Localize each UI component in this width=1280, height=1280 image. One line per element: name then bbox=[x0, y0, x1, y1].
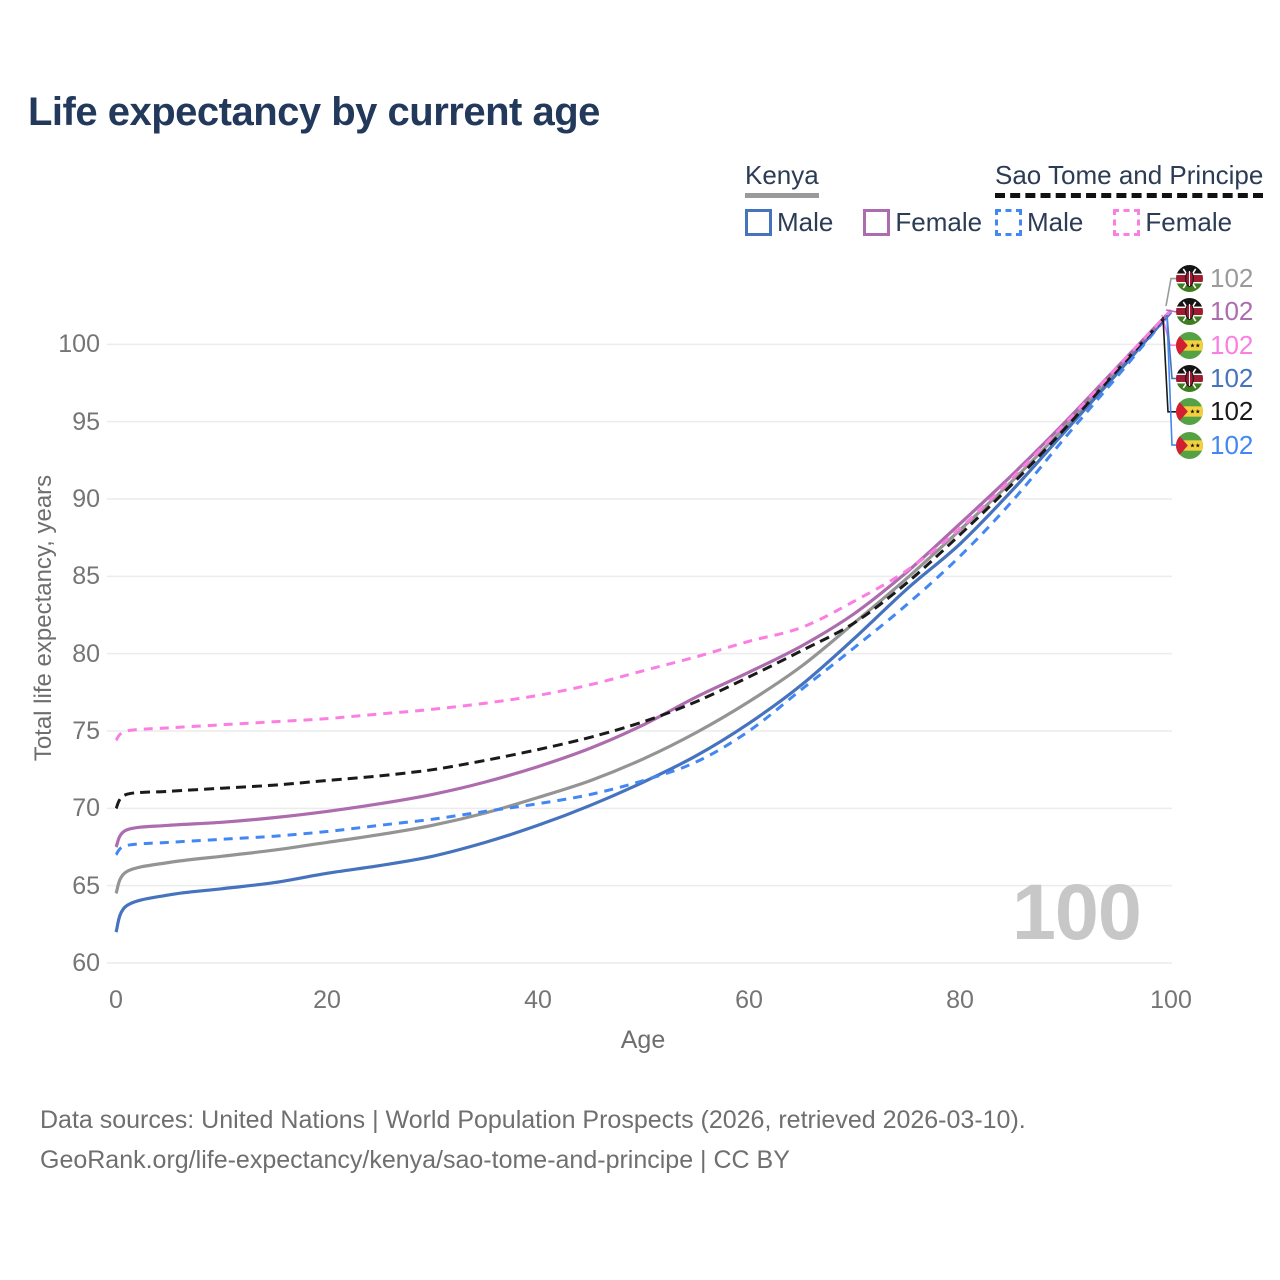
end-value-label: 102 bbox=[1210, 296, 1254, 327]
x-tick-100: 100 bbox=[1150, 986, 1192, 1014]
legend-swatch-icon bbox=[863, 209, 891, 236]
legend-item-sao-tome-and-principe-female[interactable]: Female bbox=[1113, 207, 1232, 238]
legend-item-label: Female bbox=[1145, 207, 1233, 237]
y-tick-85: 85 bbox=[72, 562, 100, 591]
end-label-row: 102 bbox=[1176, 395, 1253, 428]
y-tick-80: 80 bbox=[72, 639, 100, 668]
legend-group-sao-tome-and-principe: Sao Tome and Principe Male Female bbox=[995, 160, 1264, 238]
y-tick-70: 70 bbox=[72, 794, 100, 823]
sao-tome-and-principe-flag-icon bbox=[1176, 398, 1203, 425]
series-end-labels: 102 102 102 102 102 102 bbox=[1176, 262, 1253, 462]
series-line-sao-tome-and-principe-female bbox=[114, 309, 1173, 742]
x-axis-title: Age bbox=[620, 1026, 666, 1054]
leader-line-5 bbox=[1166, 316, 1176, 446]
end-value-label: 102 bbox=[1210, 396, 1254, 427]
y-tick-90: 90 bbox=[72, 484, 100, 513]
end-value-label: 102 bbox=[1210, 363, 1254, 394]
series-line-kenya-male bbox=[114, 310, 1173, 933]
legend-swatch-icon bbox=[745, 209, 772, 236]
y-tick-75: 75 bbox=[72, 716, 100, 745]
series-line-sao-tome-and-principe-male bbox=[114, 310, 1173, 856]
data-sources-text: Data sources: United Nations | World Pop… bbox=[40, 1106, 1026, 1134]
y-tick-95: 95 bbox=[72, 407, 100, 436]
end-label-row: 102 bbox=[1176, 362, 1253, 395]
end-label-row: 102 bbox=[1176, 428, 1253, 461]
x-tick-0: 0 bbox=[109, 986, 123, 1014]
leader-line-0 bbox=[1165, 277, 1176, 307]
page-title: Life expectancy by current age bbox=[28, 90, 600, 134]
kenya-flag-icon bbox=[1176, 298, 1203, 325]
legend-item-kenya-male[interactable]: Male bbox=[745, 207, 833, 238]
legend-group-kenya: Kenya Male Female bbox=[745, 160, 982, 238]
series-line-kenya-female bbox=[114, 309, 1173, 848]
x-tick-80: 80 bbox=[946, 986, 974, 1014]
x-tick-60: 60 bbox=[735, 986, 763, 1014]
series-line-kenya-total bbox=[114, 309, 1173, 895]
series-line-sao-tome-and-principe-total bbox=[114, 309, 1173, 810]
y-tick-100: 100 bbox=[58, 330, 100, 359]
legend-swatch-icon bbox=[995, 209, 1022, 236]
legend-item-sao-tome-and-principe-male[interactable]: Male bbox=[995, 207, 1083, 238]
y-axis-title: Total life expectancy, years bbox=[30, 474, 57, 762]
x-tick-20: 20 bbox=[313, 986, 341, 1014]
sao-tome-and-principe-flag-icon bbox=[1176, 332, 1203, 359]
source-url-text[interactable]: GeoRank.org/life-expectancy/kenya/sao-to… bbox=[40, 1146, 790, 1174]
leader-line-1 bbox=[1165, 309, 1177, 313]
end-value-label: 102 bbox=[1210, 329, 1254, 360]
leader-line-4 bbox=[1162, 316, 1176, 413]
leader-line-3 bbox=[1166, 314, 1176, 380]
sao-tome-and-principe-flag-icon bbox=[1176, 432, 1203, 459]
age-watermark: 100 bbox=[1012, 867, 1142, 956]
end-label-row: 102 bbox=[1176, 262, 1253, 295]
end-label-row: 102 bbox=[1176, 329, 1253, 362]
y-tick-65: 65 bbox=[72, 871, 100, 900]
legend-item-kenya-female[interactable]: Female bbox=[863, 207, 982, 238]
legend-item-label: Female bbox=[895, 207, 983, 237]
end-label-row: 102 bbox=[1176, 295, 1253, 328]
x-tick-40: 40 bbox=[524, 986, 552, 1014]
kenya-flag-icon bbox=[1176, 265, 1203, 292]
kenya-flag-icon bbox=[1176, 365, 1203, 392]
legend-swatch-icon bbox=[1113, 209, 1141, 236]
end-value-label: 102 bbox=[1210, 263, 1254, 294]
legend-item-label: Male bbox=[777, 207, 834, 237]
y-tick-60: 60 bbox=[72, 949, 100, 977]
legend-item-label: Male bbox=[1027, 207, 1084, 237]
legend-header-kenya: Kenya bbox=[745, 160, 819, 198]
legend-header-sao-tome-and-principe: Sao Tome and Principe bbox=[995, 160, 1264, 198]
end-value-label: 102 bbox=[1210, 429, 1254, 460]
